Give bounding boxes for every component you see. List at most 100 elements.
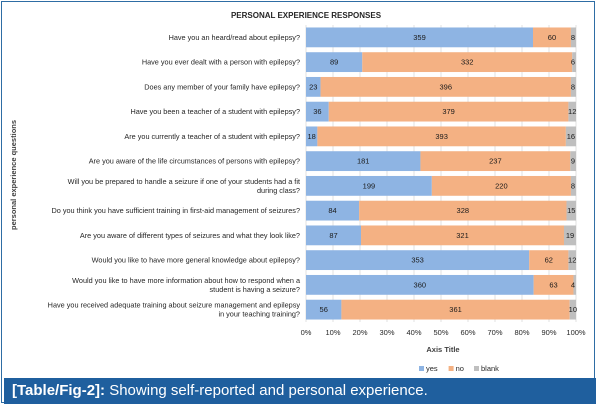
x-tick-label: 50% <box>433 328 448 337</box>
bar-segment-yes <box>306 200 360 221</box>
bar-segment-no <box>431 175 571 196</box>
bar-segment-yes <box>306 274 534 295</box>
category-label: Have you been a teacher of a student wit… <box>130 107 300 116</box>
category-label: Are you aware of different types of seiz… <box>80 231 300 240</box>
data-label-blank: 15 <box>567 206 575 215</box>
data-label-yes: 199 <box>363 181 376 190</box>
data-label-yes: 36 <box>313 107 321 116</box>
data-label-yes: 181 <box>357 157 370 166</box>
bar-segment-yes <box>306 27 534 48</box>
x-tick-label: 0% <box>301 328 312 337</box>
x-tick-label: 60% <box>460 328 475 337</box>
x-tick-label: 80% <box>514 328 529 337</box>
data-label-yes: 360 <box>414 280 427 289</box>
bar-segment-blank <box>573 274 576 295</box>
legend-label-yes: yes <box>426 364 438 373</box>
legend: yes no blank <box>419 364 499 373</box>
bar-segment-yes <box>306 101 329 122</box>
y-axis-title: personal experience questions <box>9 120 18 230</box>
data-label-blank: 8 <box>571 82 575 91</box>
category-label: Would you like to have more general know… <box>92 256 300 265</box>
data-label-yes: 87 <box>329 231 337 240</box>
gridlines <box>305 25 577 322</box>
data-label-no: 332 <box>461 58 474 67</box>
bar-segment-no <box>328 101 569 122</box>
data-label-yes: 359 <box>413 33 426 42</box>
data-label-yes: 89 <box>330 58 338 67</box>
category-labels: Have you an heard/read about epilepsy? Ha… <box>48 33 301 319</box>
bar-segment-no <box>533 27 571 48</box>
category-label: Do you think you have sufficient trainin… <box>52 206 301 215</box>
bar-segment-no <box>317 126 566 147</box>
category-label: Would you like to have more information … <box>72 276 301 294</box>
data-label-yes: 84 <box>328 206 336 215</box>
legend-swatch-yes <box>419 366 424 371</box>
bar-segment-blank <box>570 76 576 97</box>
bar-segment-blank <box>563 225 576 246</box>
x-tick-label: 100% <box>566 328 586 337</box>
data-label-blank: 12 <box>568 256 576 265</box>
bar-segment-no <box>361 225 564 246</box>
data-label-blank: 19 <box>566 231 574 240</box>
bar-segment-yes <box>306 299 342 320</box>
bar-segment-no <box>529 250 569 271</box>
bar-segment-no <box>341 299 570 320</box>
chart-title: PERSONAL EXPERIENCE RESPONSES <box>231 11 382 20</box>
bar-segment-yes <box>306 52 363 73</box>
caption-label: [Table/Fig-2]: <box>12 382 106 399</box>
category-label: Have you received adequate training abou… <box>48 301 301 319</box>
x-tick-label: 10% <box>325 328 340 337</box>
bar-segment-no <box>320 76 571 97</box>
data-label-no: 328 <box>457 206 470 215</box>
bar-segment-blank <box>568 250 576 271</box>
category-label: Are you currently a teacher of a student… <box>124 132 300 141</box>
stacked-bar-chart: PERSONAL EXPERIENCE RESPONSES 359 60 889 33… <box>9 11 586 373</box>
bar-segment-yes <box>306 250 530 271</box>
data-label-blank: 12 <box>568 107 576 116</box>
data-label-no: 379 <box>442 107 455 116</box>
category-label: Have you ever dealt with a person with e… <box>142 58 300 67</box>
category-label: Are you aware of the life circumstances … <box>89 157 300 166</box>
bar-segment-yes <box>306 76 321 97</box>
bar-segment-yes <box>306 225 362 246</box>
legend-swatch-no <box>448 366 454 371</box>
x-tick-label: 20% <box>352 328 367 337</box>
bar-segment-no <box>533 274 574 295</box>
x-tick-label: 30% <box>379 328 394 337</box>
data-label-yes: 353 <box>411 256 424 265</box>
data-label-no: 60 <box>548 33 556 42</box>
data-label-no: 361 <box>449 305 462 314</box>
x-tick-label: 90% <box>541 328 556 337</box>
bar-segment-blank <box>570 27 576 48</box>
data-label-blank: 16 <box>567 132 575 141</box>
data-label-blank: 6 <box>571 58 575 67</box>
bar-segment-yes <box>306 126 318 147</box>
bar-segment-blank <box>572 52 576 73</box>
category-label: Does any member of your family have epil… <box>144 82 300 91</box>
x-tick-labels: 0% 10% 20% 30% 40% 50% 60% 70% 80% 90% 100% <box>301 328 586 337</box>
bar-segment-yes <box>306 175 432 196</box>
legend-label-no: no <box>456 364 464 373</box>
category-label: Have you an heard/read about epilepsy? <box>169 33 300 42</box>
category-label: Will you be prepared to handle a seizure… <box>68 177 300 195</box>
data-label-no: 62 <box>545 256 553 265</box>
bar-segment-no <box>420 151 571 172</box>
bar-segment-blank <box>569 299 576 320</box>
x-tick-label: 40% <box>406 328 421 337</box>
data-label-yes: 23 <box>309 82 317 91</box>
bar-segment-blank <box>565 126 576 147</box>
bar-segment-blank <box>570 175 576 196</box>
bar-segment-yes <box>306 151 421 172</box>
data-label-blank: 8 <box>571 181 575 190</box>
data-label-blank: 9 <box>571 157 575 166</box>
data-label-blank: 4 <box>571 280 575 289</box>
legend-label-blank: blank <box>481 364 499 373</box>
x-axis-title: Axis Title <box>426 345 459 354</box>
data-label-no: 321 <box>456 231 469 240</box>
data-label-no: 393 <box>435 132 448 141</box>
x-tick-label: 70% <box>487 328 502 337</box>
bar-segment-blank <box>570 151 576 172</box>
data-label-no: 220 <box>495 181 508 190</box>
bars: 359 60 8 89 332 6 23 396 8 36 379 12 18 393 16 181 237 9 1… <box>306 27 577 320</box>
